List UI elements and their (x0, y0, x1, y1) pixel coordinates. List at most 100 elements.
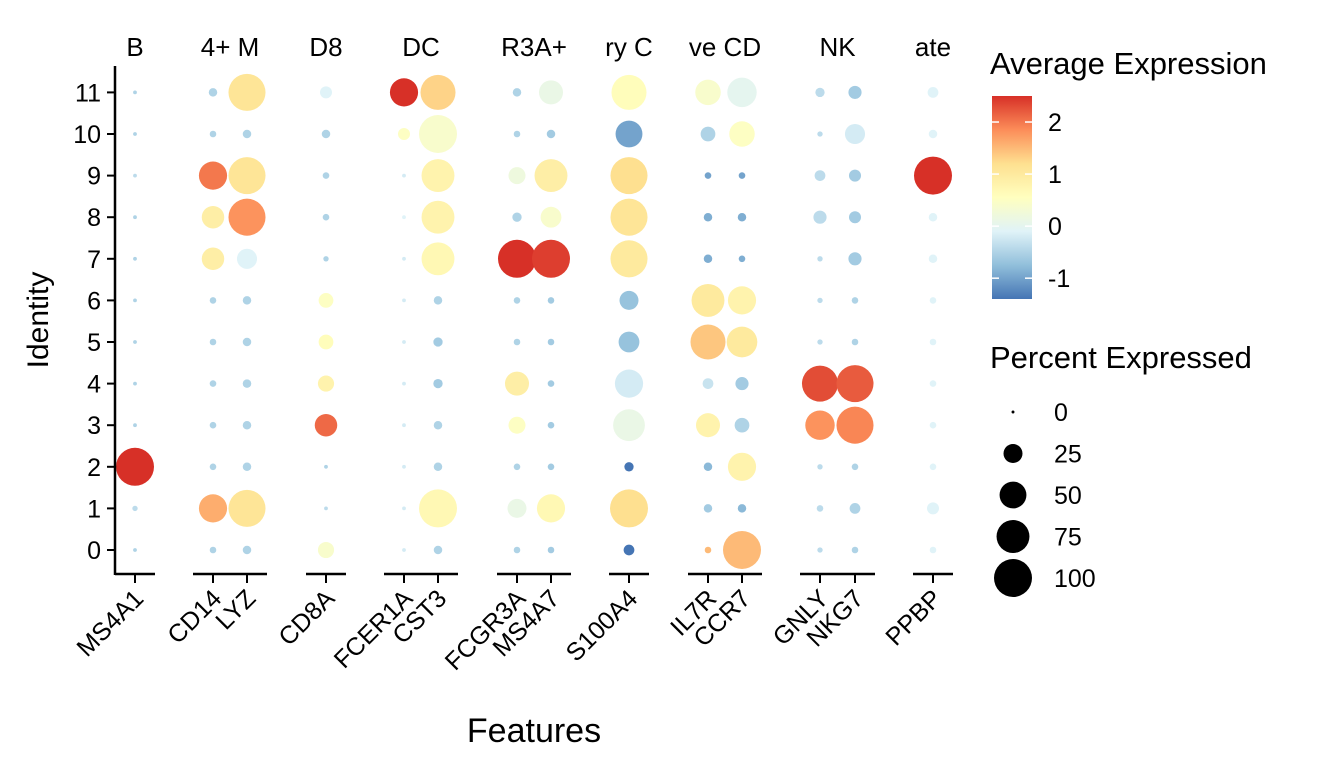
dot-NKG7-8 (848, 211, 862, 224)
dot-IL7R-1 (703, 504, 713, 513)
y-tick-label: 6 (87, 287, 101, 315)
dot-FCGR3A-2 (513, 463, 521, 471)
color-legend-label: 0 (1048, 213, 1062, 241)
dot-FCGR3A-9 (508, 167, 526, 185)
dot-CST3-1 (419, 489, 457, 528)
dot-LYZ-0 (242, 545, 252, 555)
dot-S100A4-1 (610, 489, 648, 528)
dot-IL7R-4 (702, 378, 714, 389)
dot-PPBP-6 (929, 297, 937, 304)
dot-NKG7-5 (851, 338, 859, 346)
color-legend-title: Average Expression (990, 46, 1267, 81)
dot-MS4A7-9 (534, 159, 568, 193)
dot-FCER1A-11 (389, 78, 419, 107)
dot-LYZ-3 (242, 420, 252, 430)
dot-NKG7-7 (848, 252, 862, 266)
dot-PPBP-4 (929, 380, 937, 387)
dot-IL7R-11 (695, 79, 721, 106)
dot-MS4A7-8 (540, 206, 562, 228)
size-legend-dot (1003, 444, 1023, 463)
size-legend-dot (999, 481, 1027, 509)
group-header-label: R3A+ (501, 32, 567, 62)
dot-CCR7-4 (735, 377, 749, 391)
x-axis-label: Features (467, 712, 601, 750)
dot-CD14-1 (198, 494, 228, 523)
dot-S100A4-11 (611, 74, 647, 110)
dot-MS4A1-1 (132, 505, 138, 512)
dot-MS4A7-10 (546, 129, 556, 139)
dot-LYZ-2 (242, 462, 252, 472)
y-tick-label: 9 (87, 163, 101, 191)
dot-CD8A-6 (318, 293, 334, 308)
dot-FCER1A-9 (402, 173, 406, 178)
dot-S100A4-3 (613, 409, 645, 442)
y-tick-label: 10 (73, 121, 101, 149)
dot-NKG7-0 (851, 546, 859, 554)
dot-PPBP-1 (926, 502, 940, 515)
dot-FCER1A-4 (402, 381, 406, 386)
dot-FCER1A-2 (402, 464, 406, 469)
dot-CST3-6 (433, 296, 443, 305)
dot-CCR7-10 (729, 121, 755, 147)
dot-CST3-2 (433, 462, 443, 472)
dot-CD8A-2 (324, 464, 328, 469)
dot-LYZ-9 (228, 157, 266, 195)
dot-S100A4-4 (614, 369, 644, 398)
dot-GNLY-1 (816, 505, 824, 512)
size-legend-title: Percent Expressed (990, 340, 1252, 375)
dot-MS4A1-2 (116, 447, 154, 486)
dot-FCGR3A-0 (513, 546, 521, 554)
y-tick-label: 7 (87, 246, 101, 274)
dot-FCER1A-0 (402, 548, 406, 552)
dot-GNLY-8 (813, 210, 827, 224)
dot-CCR7-0 (723, 531, 761, 569)
size-legend-label: 0 (1054, 399, 1068, 427)
dot-CCR7-11 (727, 77, 757, 108)
dot-CD14-3 (209, 421, 217, 429)
dot-S100A4-8 (610, 198, 648, 236)
dot-FCGR3A-8 (512, 212, 522, 222)
y-tick-label: 3 (87, 412, 101, 440)
dot-CD14-5 (209, 338, 217, 346)
dot-CST3-5 (433, 337, 443, 347)
dot-MS4A7-4 (547, 380, 555, 387)
dot-MS4A1-7 (133, 256, 137, 261)
size-legend-label: 100 (1054, 565, 1096, 593)
group-headers: B 4+ M D8 DC R3A+ ry C ve CD NK ate (126, 32, 951, 62)
dot-MS4A1-0 (133, 548, 137, 552)
group-header-label: D8 (309, 32, 342, 62)
dot-LYZ-7 (236, 248, 258, 269)
y-tick-label: 4 (87, 371, 101, 399)
y-axis-label: Identity (22, 272, 55, 369)
dot-CD14-8 (201, 205, 225, 229)
y-tick-label: 5 (87, 329, 101, 357)
dot-PPBP-11 (927, 87, 939, 98)
dot-CD14-9 (198, 161, 228, 190)
dot-CST3-3 (433, 420, 443, 430)
dot-PPBP-2 (929, 463, 937, 471)
color-bar (992, 96, 1032, 299)
dot-S100A4-9 (610, 157, 648, 195)
y-tick-label: 11 (75, 79, 101, 107)
dot-LYZ-6 (242, 296, 252, 305)
dot-NKG7-1 (849, 503, 861, 514)
y-tick-label: 2 (87, 454, 101, 482)
group-header-label: NK (819, 32, 856, 62)
dot-GNLY-0 (817, 547, 823, 553)
dot-MS4A7-7 (532, 239, 570, 278)
x-tick-label: MS4A1 (71, 584, 149, 662)
dot-S100A4-6 (619, 290, 639, 310)
dot-FCGR3A-3 (508, 416, 526, 434)
color-legend-label: 1 (1048, 161, 1062, 189)
dot-CST3-7 (421, 242, 455, 276)
dot-GNLY-2 (817, 464, 823, 470)
dot-CD14-10 (209, 130, 217, 138)
dot-IL7R-2 (703, 462, 713, 472)
dot-LYZ-1 (228, 489, 266, 527)
dot-MS4A7-6 (547, 297, 555, 304)
size-legend-label: 25 (1054, 441, 1082, 469)
dot-CD8A-3 (314, 413, 338, 437)
size-legend: Percent Expressed 0 25 50 75 100 (990, 340, 1252, 597)
dot-MS4A1-8 (133, 215, 137, 220)
